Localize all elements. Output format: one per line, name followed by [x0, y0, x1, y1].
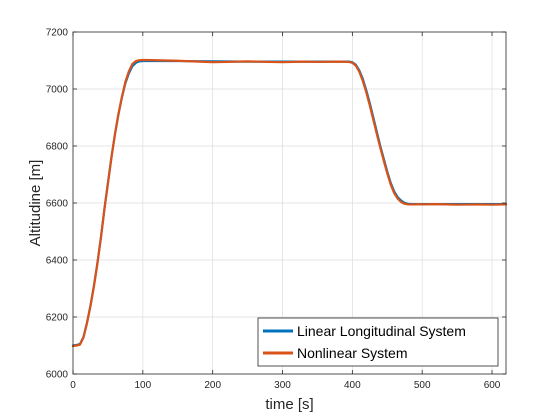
y-tick-label: 6600	[46, 199, 69, 210]
y-axis-label: Altitudine [m]	[27, 160, 44, 247]
series-line-nonlinear	[71, 58, 508, 348]
axis-ticks: 0 100 200 300 400 500 600 6000 6200 6400 6600 6800 7…	[46, 28, 506, 391]
grid-lines	[73, 32, 506, 374]
legend-box	[257, 317, 499, 367]
y-tick-label: 6800	[46, 142, 69, 153]
series-lines	[71, 58, 508, 348]
y-tick-label: 7200	[46, 28, 69, 39]
x-tick-label: 600	[484, 380, 501, 391]
legend-label-nonlinear: Nonlinear System	[297, 345, 408, 361]
y-tick-label: 6400	[46, 256, 69, 267]
x-tick-label: 200	[204, 380, 221, 391]
x-tick-label: 300	[274, 380, 291, 391]
x-tick-label: 500	[414, 380, 431, 391]
x-tick-label: 400	[344, 380, 361, 391]
legend-label-linear: Linear Longitudinal System	[297, 323, 466, 339]
x-tick-label: 0	[70, 380, 76, 391]
y-tick-label: 6200	[46, 313, 69, 324]
x-axis-label: time [s]	[265, 396, 313, 413]
x-tick-label: 100	[134, 380, 151, 391]
legend: Linear Longitudinal System Nonlinear Sys…	[257, 317, 499, 367]
y-tick-label: 7000	[46, 85, 69, 96]
y-tick-label: 6000	[46, 370, 69, 381]
